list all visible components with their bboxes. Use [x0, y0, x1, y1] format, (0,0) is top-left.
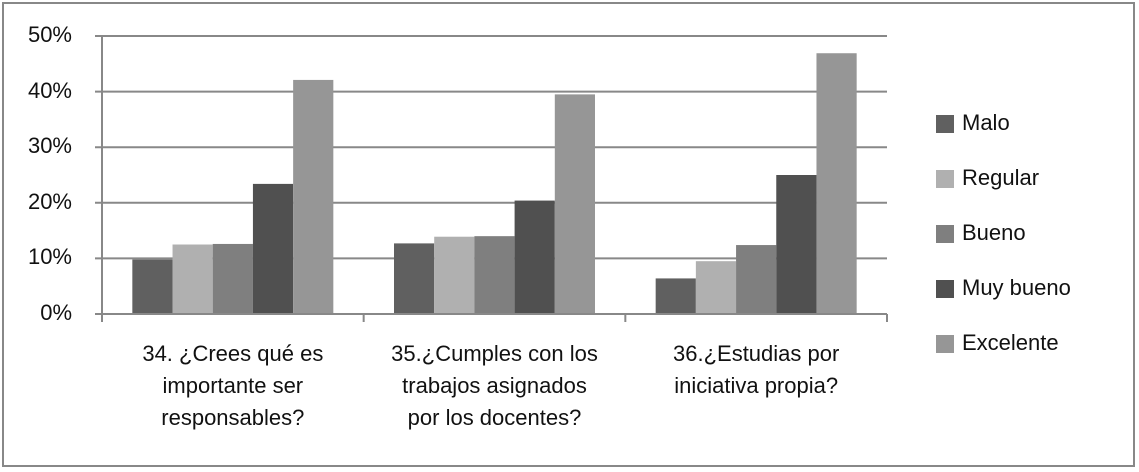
y-tick-label: 30%: [27, 133, 72, 159]
bar-malo: [132, 259, 173, 314]
legend-swatch-icon: [936, 225, 954, 243]
legend-swatch-icon: [936, 115, 954, 133]
bar-bueno: [736, 245, 777, 314]
legend-swatch-icon: [936, 280, 954, 298]
chart-frame: [2, 2, 1135, 467]
legend-swatch-icon: [936, 335, 954, 353]
y-tick-label: 50%: [27, 22, 72, 47]
x-category-label: 36.¿Estudias por iniciativa propia?: [673, 341, 840, 398]
bar-excelente: [816, 53, 857, 315]
legend-label: Excelente: [962, 330, 1059, 355]
bar-muy-bueno: [776, 175, 817, 314]
y-tick-label: 0%: [40, 300, 72, 325]
legend-label: Regular: [962, 165, 1040, 190]
bar-excelente: [554, 94, 595, 314]
bar-bueno: [212, 243, 253, 314]
bar-malo: [655, 278, 696, 314]
bar-excelente: [293, 79, 334, 314]
bar-regular: [695, 261, 737, 314]
x-category-label: 34. ¿Crees qué es importante ser respons…: [142, 341, 324, 430]
bar-bueno: [474, 236, 515, 314]
y-tick-label: 40%: [27, 77, 72, 103]
y-tick-label: 20%: [27, 188, 72, 214]
bar-muy-bueno: [252, 183, 294, 314]
bar-muy-bueno: [514, 200, 555, 314]
bar-regular: [172, 244, 213, 314]
legend-label: Bueno: [962, 220, 1026, 245]
y-tick-label: 10%: [27, 244, 72, 270]
legend-label: Malo: [962, 110, 1010, 135]
bar-malo: [394, 243, 435, 314]
bar-regular: [434, 236, 475, 314]
x-category-label: 35.¿Cumples con los trabajos asignados p…: [391, 341, 598, 430]
legend-swatch-icon: [936, 170, 954, 188]
legend-label: Muy bueno: [962, 275, 1071, 300]
